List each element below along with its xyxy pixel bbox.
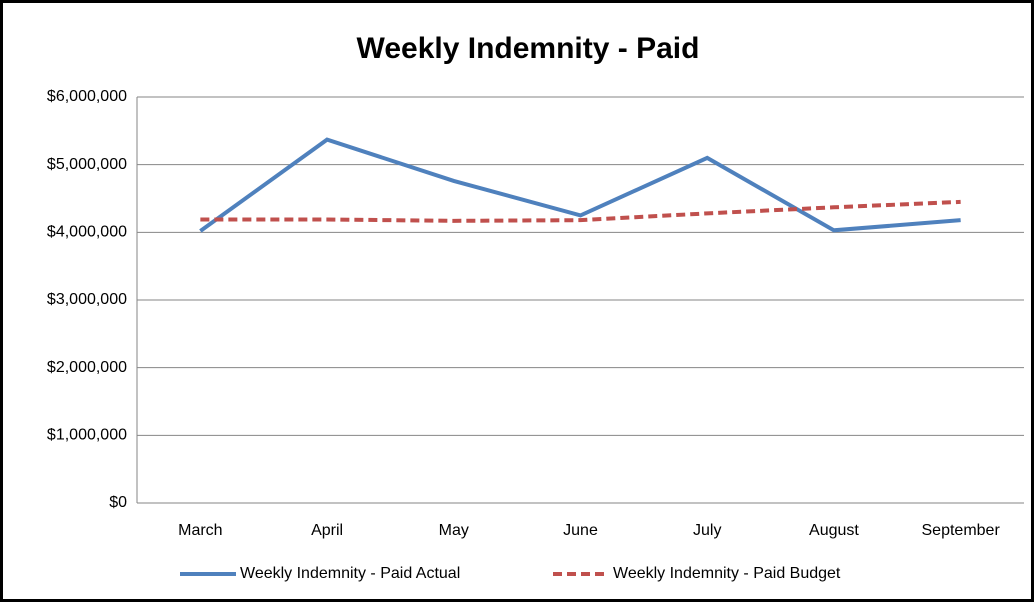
x-tick-label: September xyxy=(922,522,1001,539)
series-line xyxy=(199,137,961,233)
legend-label: Weekly Indemnity - Paid Budget xyxy=(613,565,841,582)
x-tick-label: March xyxy=(178,522,222,539)
y-tick-label: $6,000,000 xyxy=(47,88,127,105)
y-tick-label: $0 xyxy=(109,494,127,511)
series-line xyxy=(200,199,961,223)
y-tick-label: $2,000,000 xyxy=(47,359,127,376)
x-tick-label: August xyxy=(809,522,859,539)
x-tick-label: July xyxy=(693,522,721,539)
chart-title: Weekly Indemnity - Paid xyxy=(357,32,700,65)
y-tick-label: $3,000,000 xyxy=(47,291,127,308)
legend-label: Weekly Indemnity - Paid Actual xyxy=(240,565,460,582)
x-tick-label: April xyxy=(311,522,343,539)
y-tick-label: $4,000,000 xyxy=(47,224,127,241)
x-tick-label: June xyxy=(563,522,598,539)
y-tick-label: $1,000,000 xyxy=(47,427,127,444)
y-tick-label: $5,000,000 xyxy=(47,156,127,173)
x-tick-label: May xyxy=(439,522,469,539)
